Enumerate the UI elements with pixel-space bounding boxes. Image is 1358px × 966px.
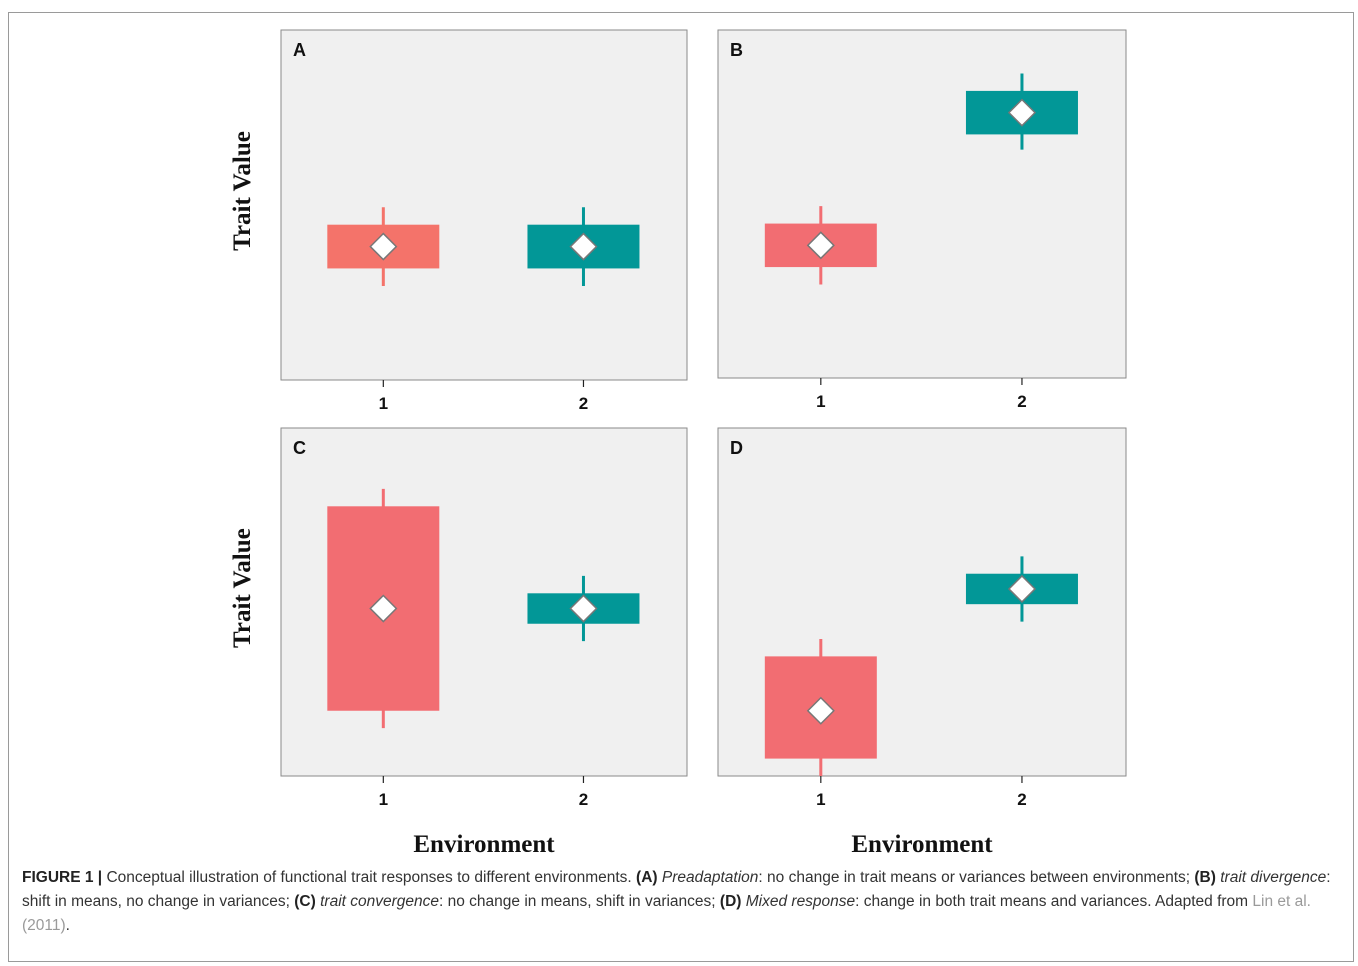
panel-d-env1-mean-marker xyxy=(806,696,835,725)
caption-b-text: : shift in means, no change in variances… xyxy=(22,869,1331,910)
panel-a-env1-mean-marker xyxy=(369,232,398,261)
caption-a-term: Preadaptation xyxy=(661,869,759,886)
figure-caption: FIGURE 1 | Conceptual illustration of fu… xyxy=(22,866,1340,938)
panel-b-letter: B xyxy=(730,40,743,60)
caption-reference-link[interactable]: Lin et al. (2011) xyxy=(22,893,1311,934)
panel-c-env2-mean-marker xyxy=(569,594,598,623)
caption-a-label: (A) xyxy=(636,869,658,886)
panel-c-x-axis-label: Environment xyxy=(413,831,555,858)
caption-b-label: (B) xyxy=(1194,869,1216,886)
panel-d-env2-tick-label: 2 xyxy=(1017,790,1026,809)
panel-b-env2-mean-marker xyxy=(1007,98,1037,127)
panel-a-env2-mean-marker xyxy=(569,232,598,261)
panel-c-env2-tick-label: 2 xyxy=(579,790,588,809)
figure-frame xyxy=(8,12,1354,962)
caption-c-term: trait convergence xyxy=(320,893,440,910)
panel-c-env1-mean-marker xyxy=(369,594,398,623)
caption-a-text: : no change in trait means or variances … xyxy=(758,869,1195,886)
figure-chart: A 1 2 Trait Value B 1 2 C 1 2 Trait Value Environme… xyxy=(229,29,1127,858)
panel-d-letter: D xyxy=(730,438,743,458)
panel-d-x-axis-label: Environment xyxy=(851,831,993,858)
caption-d-text: : change in both trait means and varianc… xyxy=(855,893,1253,910)
panel-c-letter: C xyxy=(293,438,306,458)
caption-end: . xyxy=(65,917,70,934)
panel-d-env2-mean-marker xyxy=(1007,574,1037,604)
caption-c-text: : no change in means, shift in variances… xyxy=(439,893,720,910)
caption-b-term: trait divergence xyxy=(1220,869,1327,886)
panel-b-env1-mean-marker xyxy=(806,231,835,260)
panel-a-env1-tick-label: 1 xyxy=(379,394,388,413)
panel-a-env2-tick-label: 2 xyxy=(579,394,588,413)
panel-b-background xyxy=(717,29,1127,379)
panel-b-env2-tick-label: 2 xyxy=(1017,392,1026,411)
caption-c-label: (C) xyxy=(294,893,316,910)
panel-a-letter: A xyxy=(293,40,306,60)
panel-c-env1-tick-label: 1 xyxy=(379,790,388,809)
caption-d-term: Mixed response xyxy=(745,893,856,910)
caption-d-label: (D) xyxy=(719,893,742,910)
panel-c-y-axis-label: Trait Value xyxy=(229,528,256,648)
caption-intro: Conceptual illustration of functional tr… xyxy=(102,869,637,886)
panel-a-y-axis-label: Trait Value xyxy=(229,131,256,251)
caption-figure-label: FIGURE 1 | xyxy=(22,869,103,886)
panel-a-background xyxy=(280,29,688,381)
panel-d-env1-tick-label: 1 xyxy=(816,790,825,809)
panel-b-env1-tick-label: 1 xyxy=(816,392,825,411)
